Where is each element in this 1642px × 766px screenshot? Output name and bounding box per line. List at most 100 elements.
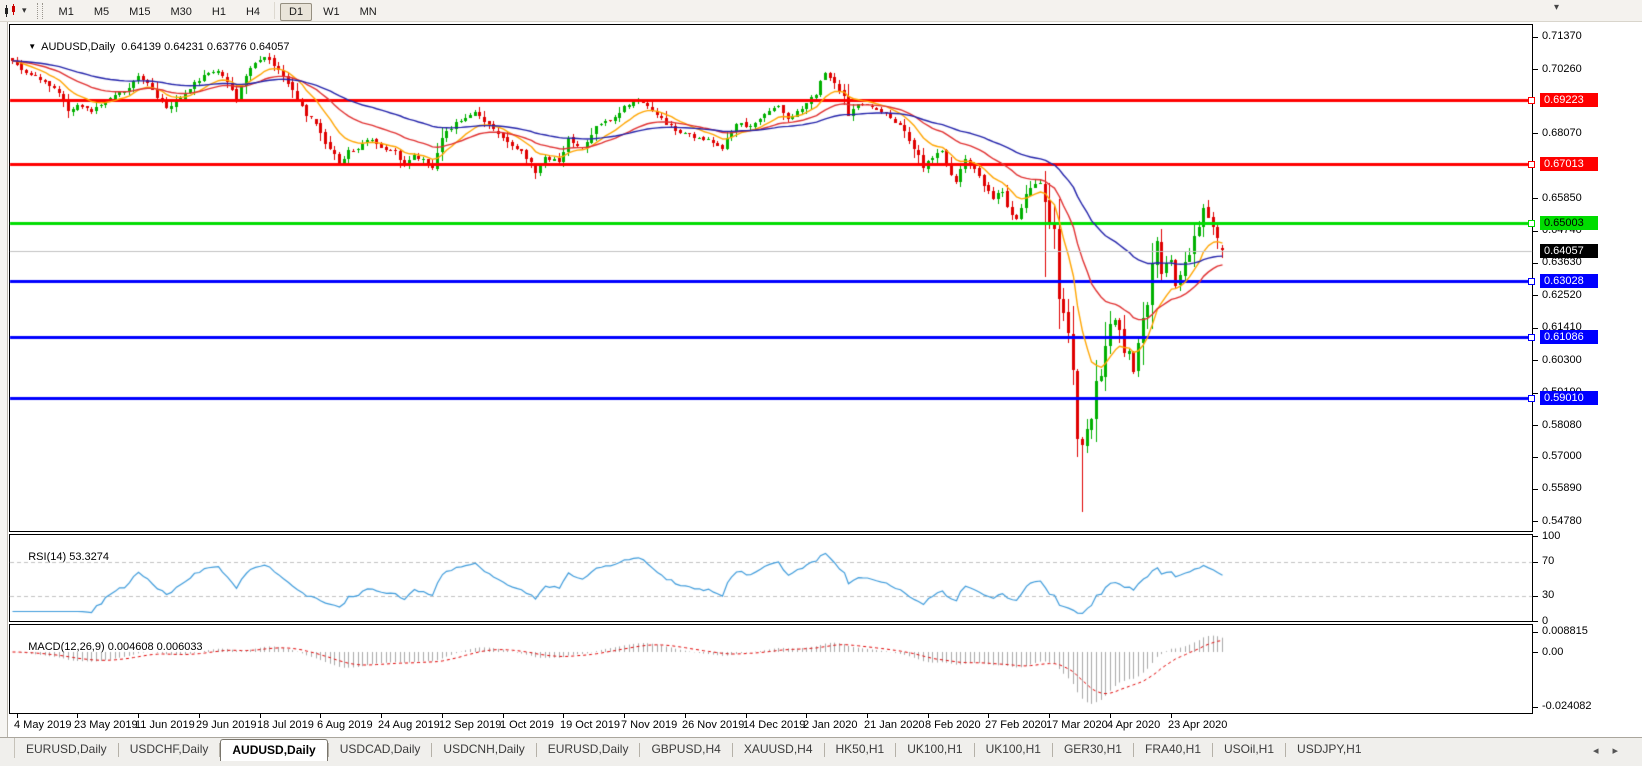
- price-tick-mark: [1533, 457, 1538, 458]
- chart-tab-hk50-h1[interactable]: HK50,H1: [835, 742, 885, 756]
- chart-tab-eurusd-daily[interactable]: EURUSD,Daily: [26, 742, 107, 756]
- timeframe-buttons: M1 M5 M15 M30 H1 H4 D1 W1 MN: [49, 1, 387, 21]
- tabs-scroll-left-icon[interactable]: ◂: [1592, 745, 1613, 757]
- chart-tab-usdcnh-daily[interactable]: USDCNH,Daily: [443, 742, 525, 756]
- date-tick-mark: [199, 714, 200, 718]
- tabs-scroll-right-icon[interactable]: ▸: [1612, 745, 1632, 757]
- timeframe-button-m15[interactable]: M15: [129, 5, 151, 18]
- level-line-node: [1528, 395, 1535, 402]
- macd-tick-mark: [1533, 632, 1538, 633]
- timeframe-button-w1[interactable]: W1: [323, 5, 340, 18]
- date-tick-mark: [1110, 714, 1111, 718]
- chart-title: ▼ AUDUSD,Daily 0.64139 0.64231 0.63776 0.…: [16, 29, 290, 65]
- chart-tab-gbpusd-h4[interactable]: GBPUSD,H4: [651, 742, 721, 756]
- macd-tick-label: 0.00: [1542, 646, 1564, 658]
- macd-indicator-panel[interactable]: MACD(12,26,9) 0.004608 0.006033: [9, 624, 1533, 714]
- date-tick-mark: [17, 714, 18, 718]
- date-tick-mark: [685, 714, 686, 718]
- rsi-tick-label: 70: [1542, 555, 1555, 567]
- rsi-tick-label: 30: [1542, 589, 1555, 601]
- price-tick-mark: [1533, 521, 1538, 522]
- level-price-badge: 0.63028: [1540, 274, 1598, 288]
- date-tick-mark: [138, 714, 139, 718]
- main-chart-panel[interactable]: ▼ AUDUSD,Daily 0.64139 0.64231 0.63776 0.…: [9, 24, 1533, 532]
- chart-type-icon[interactable]: [3, 3, 21, 19]
- price-tick-mark: [1533, 328, 1538, 329]
- chart-tab-ger30-h1[interactable]: GER30,H1: [1063, 742, 1122, 756]
- price-tick-label: 0.68070: [1542, 127, 1582, 139]
- date-label: 4 May 2019: [14, 719, 72, 731]
- date-tick-mark: [77, 714, 78, 718]
- date-label: 26 Nov 2019: [682, 719, 745, 731]
- macd-tick-mark: [1533, 707, 1538, 708]
- macd-signal-value: 0.006033: [156, 641, 203, 653]
- timeframe-button-h1[interactable]: H1: [211, 5, 226, 18]
- tab-stub: [0, 738, 15, 758]
- chart-type-dropdown-icon[interactable]: ▾: [22, 5, 27, 15]
- date-label: 11 Jun 2019: [135, 719, 195, 731]
- chart-tab-eurusd-daily[interactable]: EURUSD,Daily: [547, 742, 629, 756]
- date-tick-mark: [867, 714, 868, 718]
- toolbar-overflow-icon[interactable]: ▾: [1554, 2, 1560, 13]
- chart-tab-uk100-h1[interactable]: UK100,H1: [985, 742, 1041, 756]
- chart-tab-usdjpy-h1[interactable]: USDJPY,H1: [1297, 742, 1362, 756]
- date-label: 7 Nov 2019: [621, 719, 678, 731]
- date-tick-mark: [563, 714, 564, 718]
- date-tick-mark: [624, 714, 625, 718]
- date-tick-mark: [806, 714, 807, 718]
- rsi-tick-mark: [1533, 562, 1538, 563]
- rsi-indicator-panel[interactable]: RSI(14) 53.3274: [9, 534, 1533, 622]
- date-label: 12 Sep 2019: [439, 719, 502, 731]
- price-tick-mark: [1533, 198, 1538, 199]
- chart-tab-usdchf-daily[interactable]: USDCHF,Daily: [129, 742, 209, 756]
- chart-tab-uk100-h1[interactable]: UK100,H1: [907, 742, 963, 756]
- timeframe-button-m30[interactable]: M30: [170, 5, 192, 18]
- timeframe-button-m1[interactable]: M1: [58, 5, 74, 18]
- date-tick-mark: [260, 714, 261, 718]
- chart-tab-fra40-h1[interactable]: FRA40,H1: [1144, 742, 1202, 756]
- rsi-tick-mark: [1533, 536, 1538, 537]
- collapse-triangle-icon[interactable]: ▼: [28, 42, 37, 51]
- price-tick-label: 0.70260: [1542, 63, 1582, 75]
- macd-name: MACD(12,26,9): [28, 641, 105, 653]
- macd-label: MACD(12,26,9) 0.004608 0.006033: [16, 629, 203, 665]
- date-tick-mark: [928, 714, 929, 718]
- level-price-badge: 0.59010: [1540, 391, 1598, 405]
- macd-tick-mark: [1533, 652, 1538, 653]
- date-tick-mark: [1049, 714, 1050, 718]
- timeframe-button-h4[interactable]: H4: [245, 5, 261, 18]
- chart-tab-audusd-daily[interactable]: AUDUSD,Daily: [220, 739, 328, 761]
- level-price-badge: 0.69223: [1540, 93, 1598, 107]
- rsi-tick-label: 100: [1542, 530, 1561, 542]
- rsi-name: RSI(14): [28, 551, 67, 563]
- date-label: 23 May 2019: [74, 719, 138, 731]
- timeframe-button-mn[interactable]: MN: [359, 5, 377, 18]
- toolbar-grip: [36, 2, 43, 19]
- macd-tick-label: 0.008815: [1542, 625, 1588, 637]
- price-tick-label: 0.58080: [1542, 419, 1582, 431]
- date-tick-mark: [503, 714, 504, 718]
- chart-tab-xauusd-h4[interactable]: XAUUSD,H4: [743, 742, 813, 756]
- chart-tab-usdcad-daily[interactable]: USDCAD,Daily: [339, 742, 421, 756]
- timeframe-button-d1[interactable]: D1: [280, 2, 313, 21]
- level-line-node: [1528, 97, 1535, 104]
- rsi-value: 53.3274: [69, 551, 109, 563]
- date-tick-mark: [988, 714, 989, 718]
- rsi-label: RSI(14) 53.3274: [16, 539, 109, 575]
- ohlc-close: 0.64057: [249, 41, 290, 53]
- date-label: 29 Jun 2019: [196, 719, 257, 731]
- date-tick-mark: [320, 714, 321, 718]
- date-label: 4 Apr 2020: [1107, 719, 1161, 731]
- chart-tab-usoil-h1[interactable]: USOil,H1: [1224, 742, 1275, 756]
- date-label: 18 Jul 2019: [257, 719, 314, 731]
- date-tick-mark: [746, 714, 747, 718]
- price-tick-mark: [1533, 231, 1538, 232]
- timeframe-button-m5[interactable]: M5: [93, 5, 110, 18]
- price-tick-mark: [1533, 425, 1538, 426]
- price-tick-label: 0.54780: [1542, 515, 1582, 527]
- price-tick-mark: [1533, 263, 1538, 264]
- price-tick-label: 0.57000: [1542, 450, 1582, 462]
- price-tick-label: 0.55890: [1542, 482, 1582, 494]
- date-tick-mark: [442, 714, 443, 718]
- date-label: 8 Feb 2020: [925, 719, 981, 731]
